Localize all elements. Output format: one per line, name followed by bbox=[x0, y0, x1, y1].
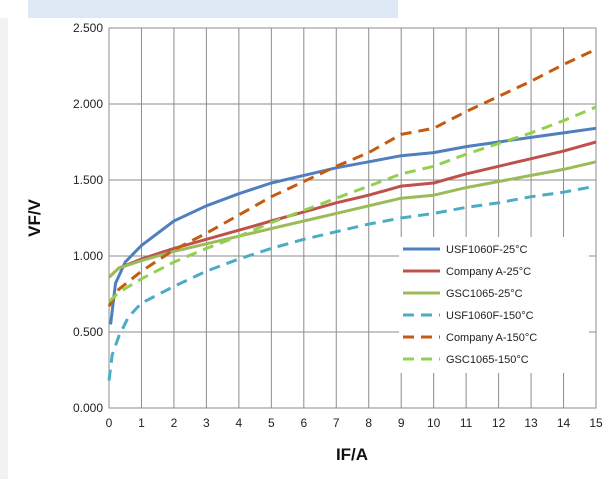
x-axis-title: IF/A bbox=[336, 445, 368, 464]
series-line-2 bbox=[107, 140, 597, 279]
y-tick-label: 2.500 bbox=[73, 21, 103, 35]
x-tick-label: 1 bbox=[138, 416, 145, 430]
series-line-1 bbox=[109, 126, 597, 325]
x-tick-label: 7 bbox=[333, 416, 340, 430]
legend-label: GSC1065-150°C bbox=[446, 354, 529, 366]
x-tick-label: 13 bbox=[524, 416, 538, 430]
legend-label: GSC1065-25°C bbox=[446, 288, 523, 300]
x-tick-label: 9 bbox=[398, 416, 405, 430]
y-axis-title: VF/V bbox=[25, 198, 44, 236]
x-tick-label: 4 bbox=[236, 416, 243, 430]
legend-background bbox=[399, 237, 589, 373]
legend-label: USF1060F-25°C bbox=[446, 244, 527, 256]
x-tick-label: 5 bbox=[268, 416, 275, 430]
y-axis-ticks: 0.000 0.500 1.000 1.500 2.000 2.500 bbox=[73, 21, 103, 415]
legend-label: Company A-150°C bbox=[446, 332, 537, 344]
left-edge-strip bbox=[0, 18, 8, 479]
x-axis-ticks: 0 1 2 3 4 5 6 7 8 9 10 11 12 13 14 15 bbox=[106, 416, 603, 430]
legend: USF1060F-25°C Company A-25°C GSC1065-25°C U… bbox=[399, 237, 589, 373]
x-tick-label: 10 bbox=[427, 416, 441, 430]
y-tick-label: 2.000 bbox=[73, 97, 103, 111]
x-tick-label: 8 bbox=[365, 416, 372, 430]
x-tick-label: 3 bbox=[203, 416, 210, 430]
x-tick-label: 14 bbox=[557, 416, 571, 430]
legend-label: USF1060F-150°C bbox=[446, 310, 534, 322]
series-line-3 bbox=[107, 160, 597, 279]
series-line-6 bbox=[107, 105, 597, 303]
y-tick-label: 1.000 bbox=[73, 249, 103, 263]
y-tick-label: 0.500 bbox=[73, 325, 103, 339]
x-tick-label: 11 bbox=[460, 416, 473, 430]
x-tick-label: 12 bbox=[492, 416, 506, 430]
y-tick-label: 1.500 bbox=[73, 173, 103, 187]
series-lines bbox=[107, 47, 597, 381]
series-line-5 bbox=[107, 47, 597, 307]
x-tick-label: 6 bbox=[300, 416, 307, 430]
legend-label: Company A-25°C bbox=[446, 266, 531, 278]
x-tick-label: 2 bbox=[171, 416, 178, 430]
x-tick-label: 0 bbox=[106, 416, 113, 430]
y-tick-label: 0.000 bbox=[73, 401, 103, 415]
x-tick-label: 15 bbox=[589, 416, 603, 430]
series-line-4 bbox=[107, 184, 597, 381]
